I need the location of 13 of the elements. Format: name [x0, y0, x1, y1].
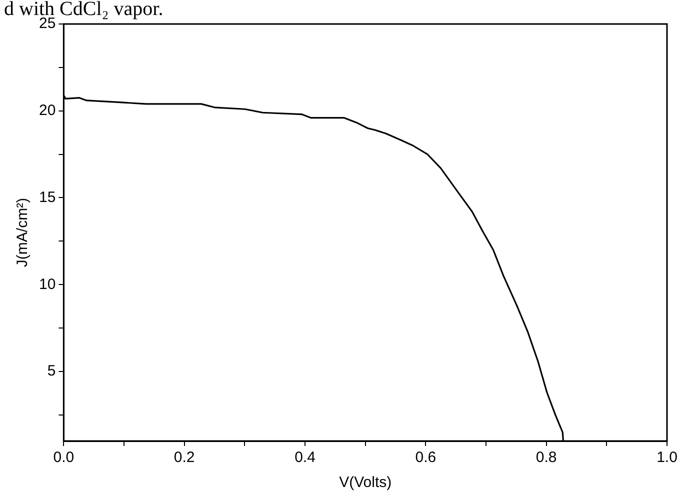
- x-tick-label: 0.2: [174, 449, 195, 466]
- x-tick-label: 0.6: [415, 449, 436, 466]
- y-axis-title: J(mA/cm²): [14, 198, 32, 268]
- y-tick-label: 10: [38, 276, 56, 293]
- y-tick-label: 5: [47, 362, 56, 380]
- y-tick-label: 25: [38, 15, 56, 32]
- x-axis-title: V(Volts): [339, 474, 392, 492]
- x-tick-label: 1.0: [656, 449, 678, 466]
- x-tick-label: 0.4: [294, 449, 316, 466]
- x-tick-label: 0.0: [53, 449, 74, 466]
- y-tick-label: 15: [38, 188, 56, 206]
- y-tick-label: 20: [38, 102, 56, 120]
- x-tick-label: 0.8: [536, 449, 557, 466]
